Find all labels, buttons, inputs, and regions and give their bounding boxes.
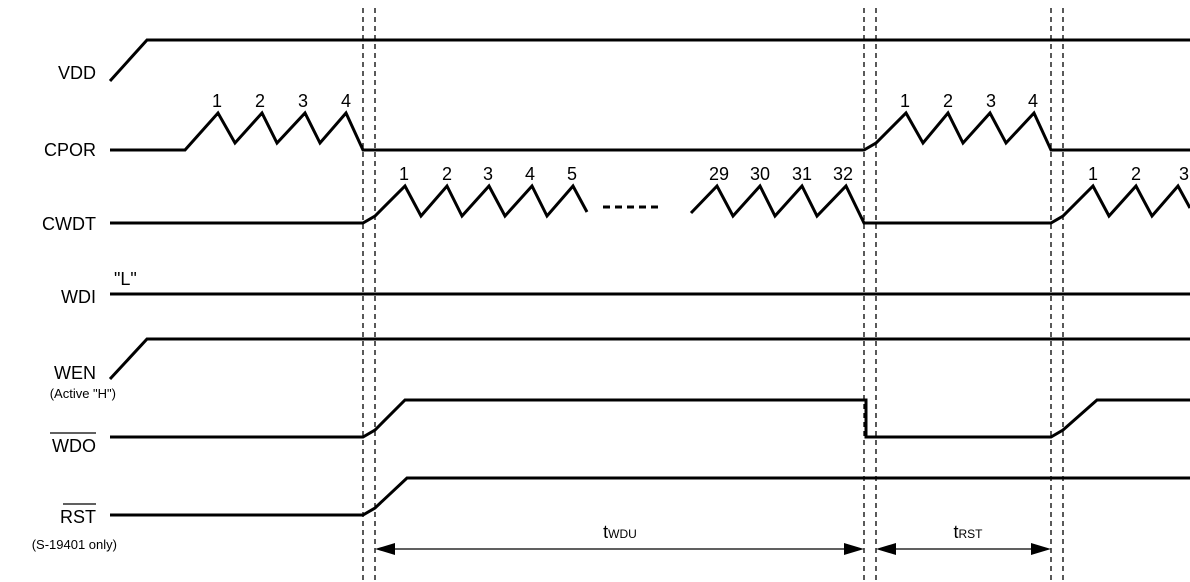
rst-waveform: [110, 476, 1190, 517]
cpor-count-label: 3: [298, 91, 308, 111]
signal-labels: VDD CPOR CWDT "L" WDI WEN (Active "H") W…: [32, 63, 137, 552]
cwdt-count-label: 29: [709, 164, 729, 184]
cwdt-count-label: 4: [525, 164, 535, 184]
trst-dimension: tRST: [876, 522, 1051, 555]
twdu-label: tWDU: [603, 522, 637, 542]
cwdt-waveform-second: [689, 183, 1190, 225]
wen-sublabel: (Active "H"): [50, 386, 116, 401]
count-labels: 1 2 3 4 1 2 3 4 5 29 30 31 32 1 2 3 4 1 …: [212, 91, 1189, 184]
wen-label: WEN: [54, 363, 96, 383]
waveforms: [108, 38, 1190, 517]
trst-label: tRST: [953, 522, 983, 542]
vdd-waveform: [108, 38, 1190, 83]
cpor-label: CPOR: [44, 140, 96, 160]
cwdt-count-label: 2: [1131, 164, 1141, 184]
rst-sublabel: (S-19401 only): [32, 537, 117, 552]
cwdt-count-label: 1: [399, 164, 409, 184]
vdd-label: VDD: [58, 63, 96, 83]
cwdt-count-label: 2: [442, 164, 452, 184]
cpor-count-label: 2: [943, 91, 953, 111]
twdu-arrowhead-left: [375, 543, 395, 555]
cwdt-count-label: 3: [1179, 164, 1189, 184]
cpor-waveform: [110, 110, 1190, 152]
wdo-waveform: [110, 398, 1190, 439]
wdi-level-note: "L": [114, 269, 137, 289]
cpor-count-label: 3: [986, 91, 996, 111]
cpor-count-label: 1: [212, 91, 222, 111]
twdu-dimension: tWDU: [375, 522, 864, 555]
trst-arrowhead-right: [1031, 543, 1051, 555]
cwdt-count-label: 32: [833, 164, 853, 184]
cpor-count-label: 2: [255, 91, 265, 111]
guide-lines: [362, 8, 1064, 582]
twdu-arrowhead-right: [844, 543, 864, 555]
cpor-count-label: 1: [900, 91, 910, 111]
wdi-label: WDI: [61, 287, 96, 307]
wdo-label: WDO: [52, 436, 96, 456]
trst-arrowhead-left: [876, 543, 896, 555]
cwdt-count-label: 30: [750, 164, 770, 184]
cwdt-waveform-first: [110, 183, 589, 225]
cwdt-count-label: 5: [567, 164, 577, 184]
cwdt-count-label: 3: [483, 164, 493, 184]
wen-waveform: [108, 337, 1190, 381]
cpor-count-label: 4: [341, 91, 351, 111]
rst-label: RST: [60, 507, 96, 527]
cwdt-count-label: 1: [1088, 164, 1098, 184]
cwdt-label: CWDT: [42, 214, 96, 234]
cpor-count-label: 4: [1028, 91, 1038, 111]
cwdt-count-label: 31: [792, 164, 812, 184]
